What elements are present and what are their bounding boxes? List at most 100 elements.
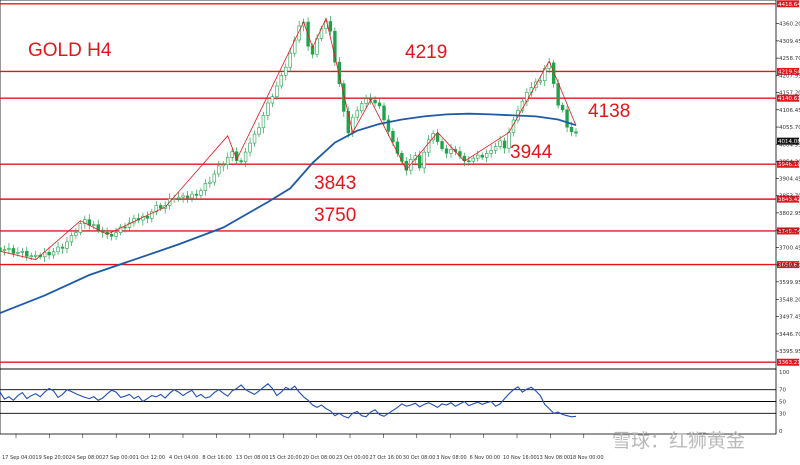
- candle-body: [547, 62, 551, 69]
- rsi-line: [0, 383, 577, 419]
- candle-body: [123, 226, 127, 229]
- candle-body: [569, 126, 574, 133]
- x-tick-label: 27 Oct 16:00: [369, 455, 402, 461]
- candle-body: [60, 246, 65, 249]
- price-panel: [0, 0, 777, 370]
- candle-body: [145, 215, 150, 219]
- candle-body: [127, 222, 132, 228]
- candle-body: [248, 142, 252, 153]
- candle-body: [467, 160, 471, 163]
- candle-body: [565, 109, 569, 128]
- x-tick-label: 30 Oct 08:00: [403, 455, 436, 461]
- candle-body: [65, 241, 69, 249]
- x-tick-label: 17 Sep 04:00: [2, 455, 35, 461]
- candle-body: [29, 255, 33, 258]
- annotation-3750: 3750: [314, 205, 356, 226]
- x-tick-label: 24 Sep 08:00: [69, 455, 102, 461]
- candle-body: [476, 154, 480, 159]
- candle-body: [391, 130, 395, 143]
- x-tick-label: 15 Oct 20:00: [269, 455, 302, 461]
- y-tick-label: 4157.20: [779, 91, 800, 97]
- candle-body: [114, 232, 118, 237]
- candle-body: [190, 193, 194, 199]
- y-tick-label: 3599.95: [779, 280, 800, 286]
- moving-average-line: [0, 112, 577, 314]
- candle-body: [328, 21, 333, 32]
- chart-title: GOLD H4: [28, 40, 112, 61]
- candle-body: [297, 25, 301, 41]
- candle-body: [0, 247, 2, 251]
- level-tag-bg: [777, 195, 799, 203]
- candle-body: [56, 246, 60, 253]
- candle-body: [337, 61, 342, 85]
- candle-body: [493, 146, 498, 151]
- candle-body: [221, 164, 225, 167]
- candle-body: [364, 98, 368, 104]
- candle-body: [34, 255, 38, 257]
- candle-body: [355, 110, 359, 118]
- candle-body: [74, 232, 78, 236]
- candle-body: [226, 157, 230, 165]
- annotation-3843: 3843: [314, 173, 356, 194]
- x-tick-label: 3 Nov 08:00: [436, 455, 467, 461]
- level-tag-bg: [777, 261, 799, 269]
- candle-body: [212, 173, 217, 183]
- candle-body: [422, 151, 426, 169]
- candle-body: [435, 133, 440, 142]
- x-tick-label: 23 Oct 00:00: [336, 455, 369, 461]
- annotation-4138: 4138: [588, 101, 630, 122]
- level-tag-bg: [777, 94, 799, 102]
- candle-body: [574, 131, 578, 134]
- candle-body: [270, 96, 275, 104]
- candle-body: [51, 251, 56, 256]
- candle-body: [16, 252, 20, 254]
- candle-body: [538, 80, 542, 83]
- y-tick-label: 3802.95: [779, 211, 800, 217]
- level-tag-bg: [777, 358, 799, 366]
- candle-body: [471, 157, 476, 162]
- level-tag: 4418.64: [778, 2, 800, 8]
- candle-body: [426, 139, 431, 153]
- y-tick-label: 3548.20: [779, 297, 800, 303]
- y-tick-label: 3752.20: [779, 228, 800, 234]
- candle-body: [489, 150, 493, 154]
- y-tick-label: 3446.70: [779, 332, 800, 338]
- candle-body: [199, 190, 203, 196]
- y-tick-label: 3395.95: [779, 349, 800, 355]
- candle-body: [78, 223, 83, 233]
- candle-body: [342, 83, 346, 112]
- candle-body: [333, 30, 337, 63]
- candle-body: [373, 99, 377, 104]
- level-tag-bg: [777, 160, 799, 168]
- candle-body: [400, 152, 404, 162]
- rsi-tick-label: 30: [779, 411, 786, 417]
- candle-body: [239, 160, 243, 163]
- x-tick-label: 19 Sep 20:00: [35, 455, 68, 461]
- candle-body: [7, 248, 11, 250]
- candle-body: [257, 127, 261, 135]
- candle-body: [69, 235, 74, 243]
- candle-body: [551, 62, 556, 84]
- x-tick-label: 13 Oct 08:00: [236, 455, 269, 461]
- y-tick-label: 3904.45: [779, 176, 800, 182]
- candle-body: [449, 149, 453, 154]
- current-price-tag-bg: [777, 137, 799, 145]
- candle-body: [288, 52, 292, 68]
- y-tick-label: 4258.70: [779, 56, 800, 62]
- candle-body: [440, 141, 444, 149]
- candle-body: [444, 148, 449, 154]
- rsi-tick-label: 100: [779, 370, 790, 376]
- rsi-tick-label: 70: [779, 388, 786, 394]
- candle-body: [266, 102, 270, 116]
- y-tick-label: 4360.20: [779, 22, 800, 28]
- x-tick-label: 4 Oct 04:00: [169, 455, 198, 461]
- candle-body: [92, 224, 96, 226]
- level-tag: 3946.18: [778, 162, 800, 168]
- y-tick-label: 3700.45: [779, 246, 800, 252]
- candle-body: [243, 151, 248, 163]
- candle-body: [230, 151, 234, 158]
- candle-body: [159, 205, 163, 209]
- y-tick-label: 4055.70: [779, 125, 800, 131]
